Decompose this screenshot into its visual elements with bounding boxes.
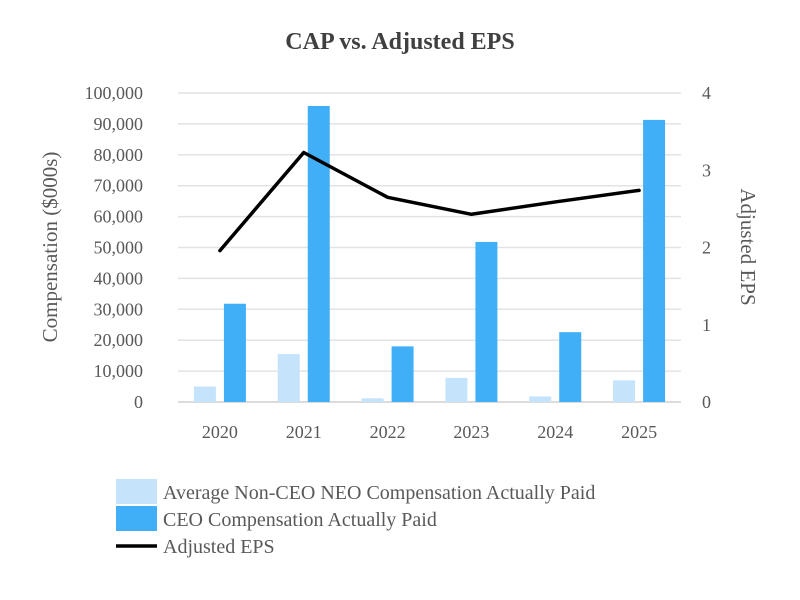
y-tick-label: 60,000 (94, 207, 144, 227)
y-tick-label: 80,000 (94, 145, 144, 165)
x-tick-label: 2022 (370, 422, 406, 442)
y-tick-label: 30,000 (94, 299, 144, 319)
y-axis-title: Compensation ($000s) (38, 152, 62, 343)
x-tick-label: 2024 (537, 422, 573, 442)
legend-swatch (116, 479, 157, 504)
bar-ceo (559, 332, 582, 402)
y-tick-label: 0 (134, 392, 143, 412)
y-tick-label: 20,000 (94, 330, 144, 350)
y-tick-label: 50,000 (94, 238, 144, 258)
x-tick-label: 2025 (621, 422, 657, 442)
legend-swatch (116, 506, 157, 531)
eps-line (218, 150, 641, 253)
y-tick-label: 90,000 (94, 114, 144, 134)
y2-axis-ticks: 0 1 2 3 4 (702, 83, 711, 412)
bar-ceo (223, 303, 246, 402)
gridlines (178, 92, 681, 403)
bar-ceo (307, 105, 330, 402)
eps-line-path (218, 150, 641, 253)
legend-label: Adjusted EPS (163, 536, 275, 558)
bar-non-ceo-neo (613, 380, 636, 402)
legend-label: CEO Compensation Actually Paid (163, 509, 437, 531)
y-axis-ticks: 0 10,000 20,000 30,000 40,000 50,000 60,000 70,… (85, 83, 144, 412)
y-tick-label: 40,000 (94, 268, 144, 288)
y-tick-label: 100,000 (85, 83, 144, 103)
legend: Average Non-CEO NEO Compensation Actuall… (116, 479, 595, 558)
bars (193, 105, 666, 403)
bar-non-ceo-neo (193, 386, 216, 402)
x-tick-label: 2020 (202, 422, 238, 442)
y2-tick-label: 3 (702, 160, 711, 180)
bar-non-ceo-neo (529, 396, 552, 402)
legend-label: Average Non-CEO NEO Compensation Actuall… (163, 482, 595, 504)
bar-ceo (391, 346, 414, 402)
bar-ceo (475, 241, 498, 402)
y2-tick-label: 4 (702, 83, 711, 103)
y2-axis-title: Adjusted EPS (736, 188, 760, 305)
y2-tick-label: 1 (702, 315, 711, 335)
x-tick-label: 2021 (286, 422, 322, 442)
chart-title: CAP vs. Adjusted EPS (285, 29, 514, 55)
x-axis-ticks: 2020 2021 2022 2023 2024 2025 (202, 422, 657, 442)
bar-non-ceo-neo (361, 398, 384, 402)
x-tick-label: 2023 (453, 422, 489, 442)
bar-non-ceo-neo (277, 354, 300, 402)
y-tick-label: 10,000 (94, 361, 144, 381)
y-tick-label: 70,000 (94, 176, 144, 196)
bar-non-ceo-neo (445, 377, 468, 402)
bar-ceo (643, 119, 666, 403)
y2-tick-label: 2 (702, 238, 711, 258)
y2-tick-label: 0 (702, 392, 711, 412)
